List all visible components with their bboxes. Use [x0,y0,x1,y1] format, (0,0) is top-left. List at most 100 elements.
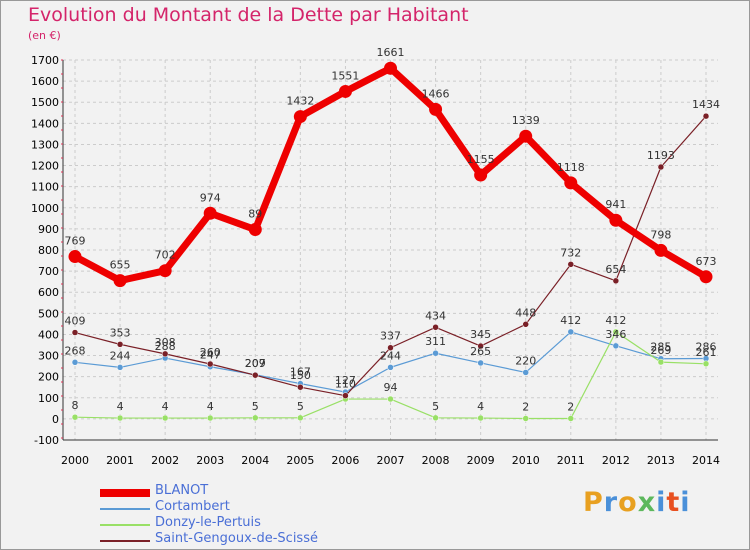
data-label: 1434 [692,98,720,111]
data-label: 1118 [557,161,585,174]
unit-label: (en €) [28,29,61,42]
data-point [567,328,575,336]
logo-letter: r [603,487,619,518]
chart-title: Evolution du Montant de la Dette par Hab… [28,4,469,26]
data-point [116,341,124,348]
data-point [71,329,79,336]
x-tick-label: 2011 [557,454,585,467]
y-tick-label: 900 [38,223,59,236]
data-label: 1661 [377,46,405,59]
legend-label: Saint-Gengoux-de-Scissé [155,531,318,546]
data-point [252,371,259,379]
data-point [609,213,623,227]
x-tick-label: 2001 [106,454,134,467]
data-label: 311 [425,335,446,348]
data-point [702,360,710,368]
legend-swatch [100,489,150,497]
data-point [161,414,169,422]
legend-swatch [100,540,150,542]
y-tick-label: 0 [52,413,59,426]
data-label: 308 [155,336,176,349]
data-label: 1339 [512,114,540,127]
legend-label: Cortambert [155,499,230,514]
data-point [564,176,578,190]
data-point [71,413,79,421]
data-label: 150 [290,369,311,382]
data-label: 285 [650,341,671,354]
y-tick-label: 100 [38,392,59,405]
data-point [252,414,259,422]
data-point [71,359,79,366]
data-point [116,414,124,422]
data-point [432,324,439,331]
y-tick-label: 1700 [31,54,59,67]
data-label: 167 [290,366,311,379]
data-label: 941 [605,198,626,211]
data-point [477,359,484,367]
data-point [113,274,127,288]
x-tick-label: 2012 [602,454,630,467]
data-label: 8 [72,399,79,412]
y-tick-label: 200 [38,371,59,384]
legend-swatch [100,508,150,510]
data-label: 5 [432,400,439,413]
data-point [657,163,665,171]
data-label: 448 [515,306,536,319]
y-tick-label: 1300 [31,138,59,151]
data-point [567,415,575,422]
data-label: 974 [200,191,221,204]
y-tick-label: 1200 [31,160,59,173]
data-label: 127 [335,374,356,387]
data-point [702,112,710,120]
data-label: 337 [380,330,401,343]
data-label: 1466 [422,87,450,100]
data-label: 673 [696,255,717,268]
data-point [522,369,529,376]
data-label: 268 [65,344,86,357]
data-label: 265 [470,345,491,358]
data-label: 702 [155,249,176,262]
proxiti-logo: Proxiti [583,487,691,518]
data-point [474,168,488,182]
data-label: 5 [252,400,259,413]
data-point [68,250,82,264]
logo-letter: i [680,487,691,518]
data-label: 434 [425,309,446,322]
data-point [387,395,394,403]
data-label: 1551 [331,69,359,82]
data-label: 412 [605,314,626,327]
x-tick-label: 2005 [286,454,314,467]
x-tick-label: 2009 [467,454,495,467]
data-label: 353 [110,326,131,339]
data-label: 4 [162,400,169,413]
data-point [612,277,620,285]
data-point [297,383,304,391]
data-point [206,360,214,368]
data-label: 798 [650,228,671,241]
data-label: 247 [200,349,221,362]
data-label: 655 [110,259,131,272]
data-label: 412 [560,314,581,327]
logo-letter: t [666,487,681,518]
data-label: 1193 [647,149,675,162]
logo-letter: P [583,487,604,518]
data-point [342,392,349,399]
data-point [429,102,443,116]
y-tick-label: 500 [38,307,59,320]
data-label: 244 [380,349,401,362]
x-tick-label: 2000 [61,454,89,467]
x-tick-label: 2010 [512,454,540,467]
data-label: 261 [696,346,717,359]
data-point [654,243,668,257]
x-tick-label: 2007 [377,454,405,467]
y-tick-label: 700 [38,265,59,278]
data-label: 732 [560,246,581,259]
data-label: 4 [117,400,124,413]
data-point [522,415,529,422]
data-point [387,344,394,351]
x-tick-label: 2002 [151,454,179,467]
x-tick-label: 2008 [422,454,450,467]
logo-letter: o [618,487,638,518]
data-label: 346 [605,328,626,341]
data-point [384,61,397,75]
